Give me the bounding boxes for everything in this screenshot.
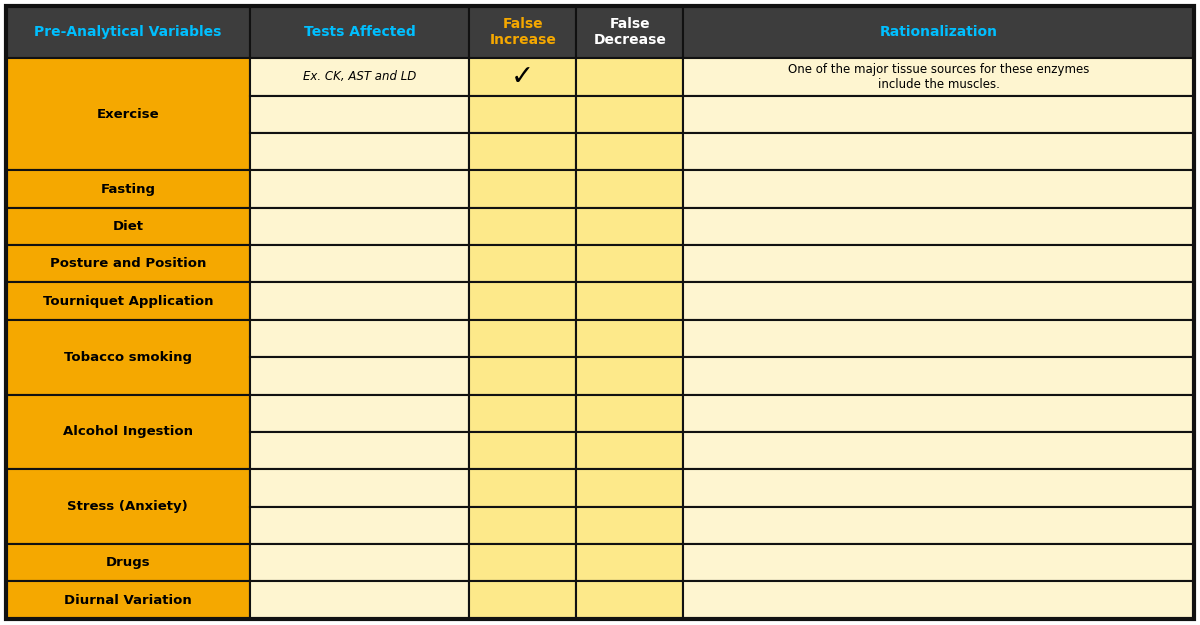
Bar xyxy=(576,58,683,96)
Bar xyxy=(250,282,469,320)
Bar xyxy=(6,245,250,282)
Bar xyxy=(683,581,1194,619)
Text: Diurnal Variation: Diurnal Variation xyxy=(64,594,192,607)
Bar xyxy=(576,6,683,58)
Bar xyxy=(683,6,1194,58)
Bar xyxy=(683,133,1194,171)
Text: False
Decrease: False Decrease xyxy=(593,17,666,48)
Bar xyxy=(469,432,576,469)
Text: False
Increase: False Increase xyxy=(490,17,557,48)
Bar xyxy=(469,282,576,320)
Bar xyxy=(576,320,683,357)
Bar xyxy=(469,320,576,357)
Bar xyxy=(250,96,469,133)
Bar xyxy=(576,432,683,469)
Bar xyxy=(576,544,683,581)
Bar xyxy=(250,544,469,581)
Bar xyxy=(250,208,469,245)
Bar xyxy=(6,544,250,581)
Bar xyxy=(683,320,1194,357)
Bar xyxy=(576,394,683,432)
Bar xyxy=(683,357,1194,394)
Bar xyxy=(576,357,683,394)
Bar xyxy=(469,394,576,432)
Bar xyxy=(683,544,1194,581)
Bar xyxy=(250,581,469,619)
Bar xyxy=(250,6,469,58)
Bar xyxy=(6,6,250,58)
Bar xyxy=(469,357,576,394)
Bar xyxy=(6,320,250,394)
Bar xyxy=(6,469,250,544)
Bar xyxy=(469,208,576,245)
Text: Tourniquet Application: Tourniquet Application xyxy=(42,294,214,308)
Bar xyxy=(250,469,469,507)
Bar xyxy=(250,357,469,394)
Bar xyxy=(683,432,1194,469)
Bar xyxy=(469,133,576,171)
Bar xyxy=(6,282,250,320)
Bar xyxy=(6,581,250,619)
Bar xyxy=(469,507,576,544)
Bar xyxy=(576,581,683,619)
Text: Rationalization: Rationalization xyxy=(880,25,997,39)
Bar xyxy=(6,394,250,469)
Text: One of the major tissue sources for these enzymes
include the muscles.: One of the major tissue sources for thes… xyxy=(788,63,1090,91)
Bar xyxy=(250,133,469,171)
Text: ✓: ✓ xyxy=(511,63,534,91)
Text: Stress (Anxiety): Stress (Anxiety) xyxy=(67,500,188,513)
Bar xyxy=(576,469,683,507)
Text: Diet: Diet xyxy=(113,220,143,233)
Bar xyxy=(683,394,1194,432)
Bar xyxy=(469,6,576,58)
Bar xyxy=(469,245,576,282)
Bar xyxy=(250,507,469,544)
Text: Tests Affected: Tests Affected xyxy=(304,25,415,39)
Bar xyxy=(683,245,1194,282)
Text: Ex. CK, AST and LD: Ex. CK, AST and LD xyxy=(302,71,416,84)
Bar xyxy=(576,282,683,320)
Bar xyxy=(250,245,469,282)
Bar xyxy=(6,208,250,245)
Bar xyxy=(250,394,469,432)
Bar xyxy=(683,282,1194,320)
Bar xyxy=(250,58,469,96)
Bar xyxy=(469,544,576,581)
Text: Alcohol Ingestion: Alcohol Ingestion xyxy=(62,426,193,438)
Text: Tobacco smoking: Tobacco smoking xyxy=(64,351,192,364)
Text: Exercise: Exercise xyxy=(96,108,160,121)
Bar xyxy=(6,58,250,171)
Bar xyxy=(250,432,469,469)
Bar xyxy=(576,245,683,282)
Text: Drugs: Drugs xyxy=(106,556,150,569)
Bar xyxy=(683,469,1194,507)
Bar xyxy=(469,581,576,619)
Bar xyxy=(576,96,683,133)
Bar xyxy=(576,133,683,171)
Text: Posture and Position: Posture and Position xyxy=(49,258,206,270)
Bar xyxy=(683,208,1194,245)
Bar xyxy=(683,507,1194,544)
Bar xyxy=(576,171,683,208)
Bar xyxy=(469,171,576,208)
Bar xyxy=(576,507,683,544)
Bar xyxy=(576,208,683,245)
Text: Fasting: Fasting xyxy=(101,182,155,196)
Bar xyxy=(683,96,1194,133)
Bar xyxy=(469,58,576,96)
Bar xyxy=(683,58,1194,96)
Bar xyxy=(250,171,469,208)
Bar xyxy=(469,96,576,133)
Bar xyxy=(6,171,250,208)
Bar xyxy=(250,320,469,357)
Text: Pre-Analytical Variables: Pre-Analytical Variables xyxy=(34,25,222,39)
Bar xyxy=(469,469,576,507)
Bar xyxy=(683,171,1194,208)
